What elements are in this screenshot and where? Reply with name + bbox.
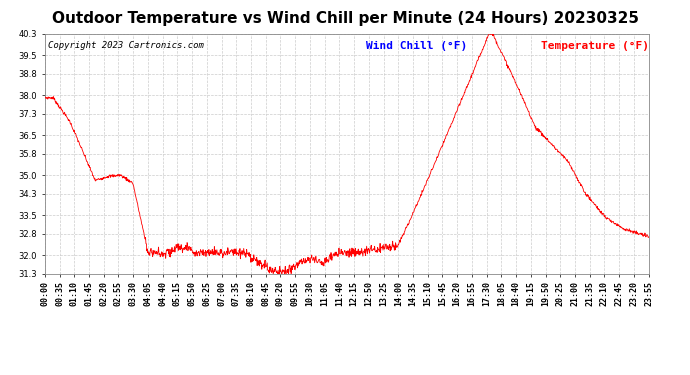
Text: Wind Chill (°F): Wind Chill (°F) xyxy=(366,41,467,51)
Text: Copyright 2023 Cartronics.com: Copyright 2023 Cartronics.com xyxy=(48,41,204,50)
Text: Outdoor Temperature vs Wind Chill per Minute (24 Hours) 20230325: Outdoor Temperature vs Wind Chill per Mi… xyxy=(52,11,638,26)
Text: Temperature (°F): Temperature (°F) xyxy=(540,41,649,51)
